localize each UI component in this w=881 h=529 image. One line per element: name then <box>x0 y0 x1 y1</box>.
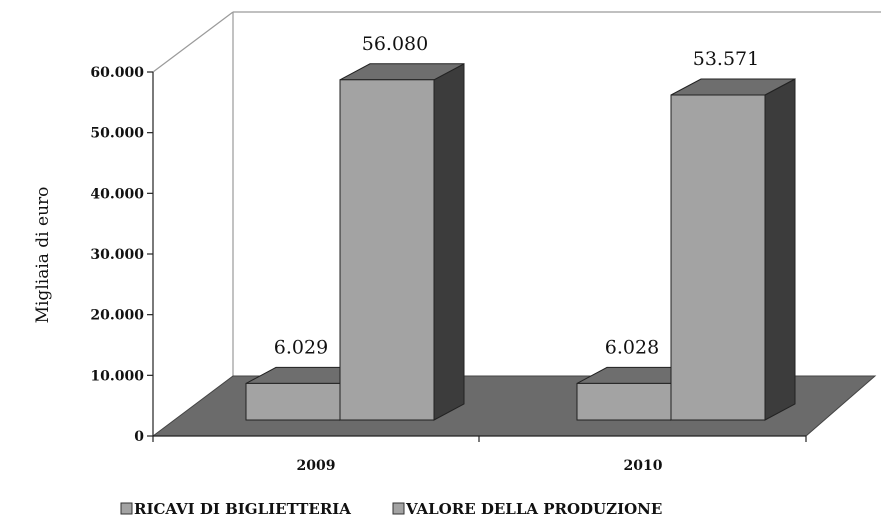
bar-side-face <box>433 62 465 421</box>
legend-label-valore: VALORE DELLA PRODUZIONE <box>405 500 662 518</box>
bar-front-face <box>339 79 435 421</box>
bars <box>245 62 796 421</box>
y-tick-label: 60.000 <box>90 65 144 81</box>
chart-frame <box>152 11 881 376</box>
legend-swatch-ricavi <box>120 502 133 515</box>
legend-swatch-valore <box>392 502 405 515</box>
legend-label-ricavi: RICAVI DI BIGLIETTERIA <box>134 500 351 518</box>
bar <box>670 78 796 421</box>
bar-front-face <box>245 382 341 421</box>
y-tick-label: 40.000 <box>90 186 144 202</box>
value-labels: 6.029 56.080 6.028 53.571 <box>274 33 759 359</box>
bar-front-face <box>576 382 672 421</box>
y-axis-ticks: 0 10.000 20.000 30.000 40.000 50.000 60.000 <box>90 65 153 445</box>
bar-front-face <box>670 94 766 421</box>
x-category-label: 2010 <box>624 458 663 474</box>
y-tick-label: 30.000 <box>90 247 144 263</box>
bar-value-label: 56.080 <box>362 33 428 55</box>
bar <box>339 62 465 421</box>
bar-value-label: 53.571 <box>693 48 759 70</box>
y-tick-label: 50.000 <box>90 126 144 142</box>
y-tick-label: 0 <box>134 429 144 445</box>
x-category-label: 2009 <box>297 458 336 474</box>
y-axis-label: Migliaia di euro <box>33 187 53 324</box>
y-tick-label: 10.000 <box>90 368 144 384</box>
bar-side-face <box>764 78 796 421</box>
y-tick-label: 20.000 <box>90 308 144 324</box>
bar-value-label: 6.028 <box>605 336 659 358</box>
bar-value-label: 6.029 <box>274 336 328 358</box>
x-axis-ticks: 2009 2010 <box>152 436 807 474</box>
legend: RICAVI DI BIGLIETTERIA VALORE DELLA PROD… <box>120 500 662 518</box>
